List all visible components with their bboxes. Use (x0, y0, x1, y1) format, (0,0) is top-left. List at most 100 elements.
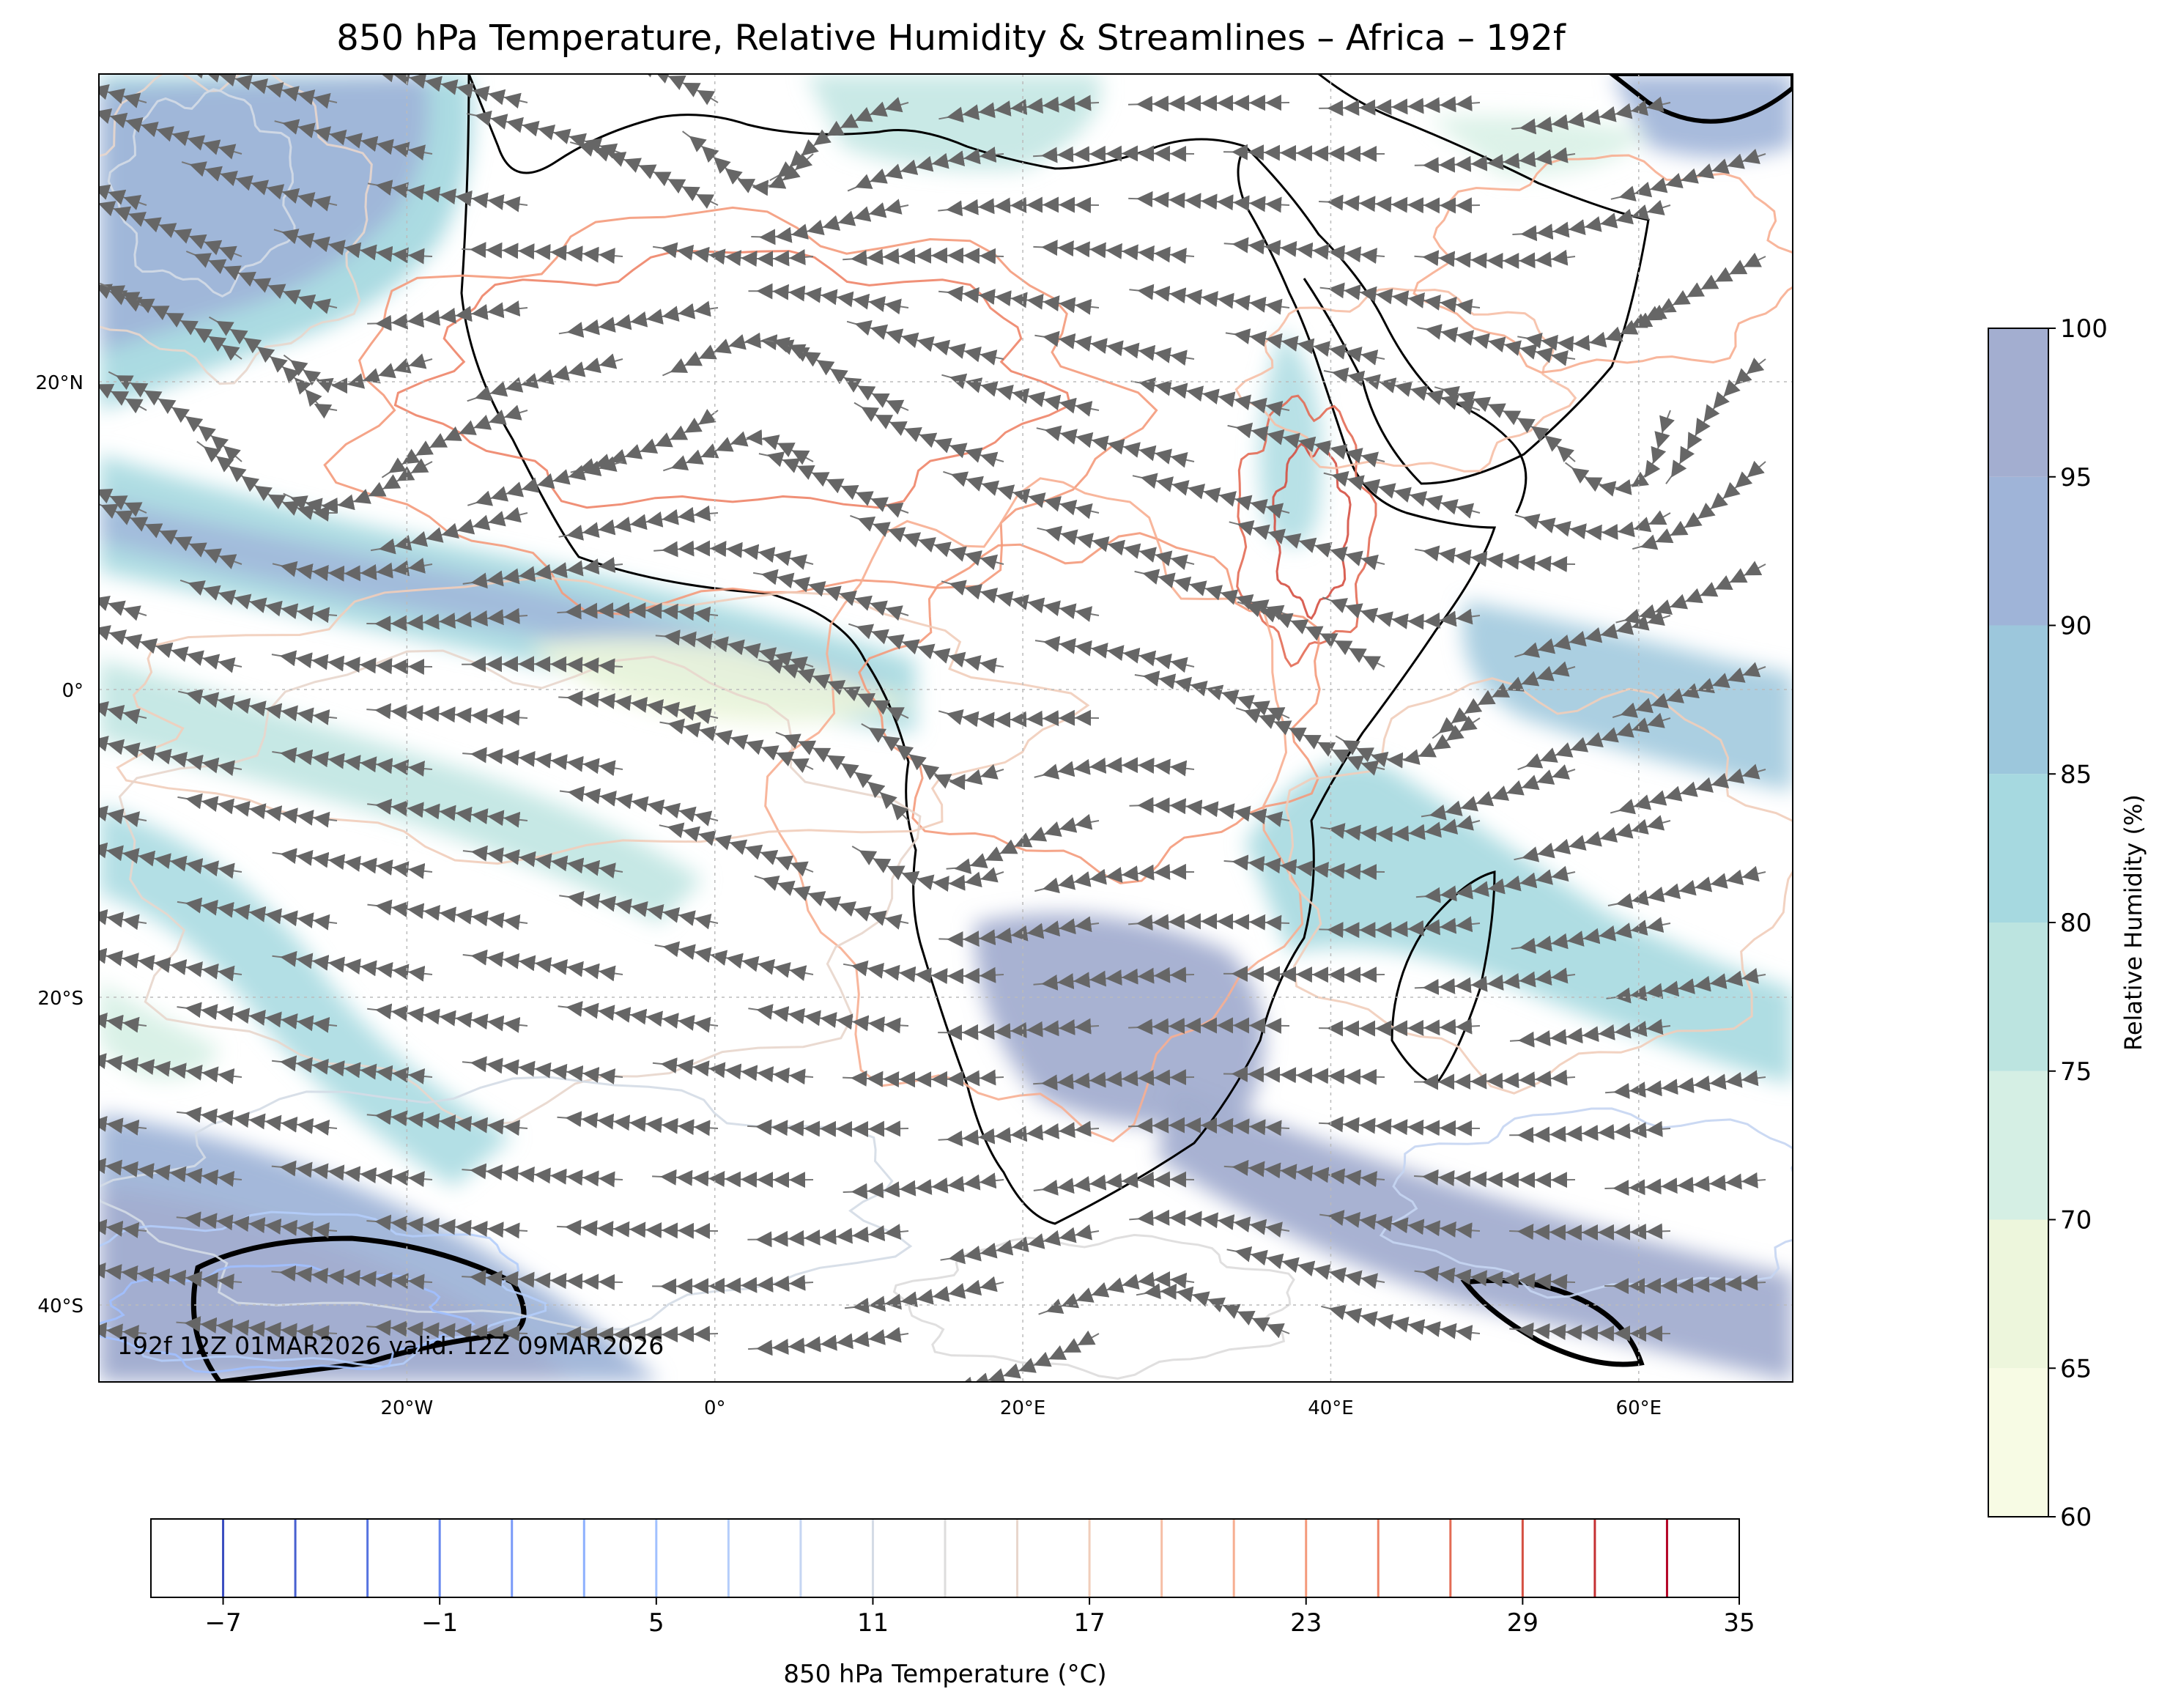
streamline (843, 1069, 1004, 1088)
rh-color-band (1988, 1071, 2048, 1220)
chart-title: 850 hPa Temperature, Relative Humidity &… (336, 18, 1566, 59)
streamline (188, 74, 338, 109)
streamline (1414, 1169, 1576, 1188)
streamline (462, 1269, 623, 1290)
streamline (1415, 865, 1576, 903)
streamline (185, 251, 338, 314)
rh-color-band (1988, 476, 2048, 626)
temp-tick-label: 23 (1290, 1608, 1322, 1638)
streamline (1415, 545, 1576, 572)
latitude-label: 20°S (37, 988, 84, 1010)
streamline (273, 229, 433, 265)
rh-tick-label: 80 (2060, 909, 2092, 938)
rh-color-band (1988, 923, 2048, 1071)
streamline (1225, 328, 1385, 366)
streamline (99, 1209, 147, 1238)
streamline (1512, 199, 1671, 242)
streamline (366, 607, 528, 632)
streamline (748, 1004, 909, 1034)
streamline (557, 1111, 719, 1136)
streamline (848, 623, 1004, 674)
streamline (1127, 95, 1290, 112)
streamline (938, 95, 1100, 123)
latitude-label: 0° (62, 680, 84, 702)
streamline (366, 703, 528, 726)
streamline (1564, 410, 1675, 497)
streamline (843, 247, 1004, 267)
streamline (1319, 1018, 1481, 1037)
streamline (1223, 854, 1385, 881)
streamline (467, 456, 623, 506)
streamline (1319, 916, 1481, 939)
temp-tick-label: 17 (1073, 1608, 1105, 1638)
streamlines (99, 74, 1766, 1382)
streamline (99, 155, 147, 210)
streamline (1414, 1069, 1576, 1090)
streamline (558, 690, 719, 725)
streamline (938, 1018, 1100, 1041)
streamline (1606, 968, 1766, 1004)
streamline (177, 1002, 338, 1033)
temp-colorbar-label: 850 hPa Temperature (°C) (783, 1660, 1106, 1689)
streamline (366, 1214, 528, 1239)
streamline (843, 960, 1004, 985)
streamline (271, 1265, 433, 1290)
streamline (846, 319, 1004, 366)
streamline (377, 74, 528, 109)
streamline (99, 1313, 147, 1342)
streamline (366, 1320, 528, 1342)
rh-tick-label: 95 (2060, 463, 2092, 492)
streamline (1033, 1069, 1195, 1091)
streamline (370, 506, 528, 555)
streamline (558, 505, 719, 541)
streamline (1414, 967, 1576, 996)
streamline (272, 558, 433, 582)
streamline (1033, 240, 1195, 265)
streamline (462, 242, 623, 265)
temperature-colorbar: −7 −1 5 11 17 23 29 35 850 hPa Temperature (°C) (150, 1518, 1755, 1689)
streamline (758, 658, 909, 722)
streamline (556, 1326, 719, 1343)
streamline (1223, 965, 1385, 983)
streamline (1417, 324, 1576, 366)
streamline (177, 897, 338, 931)
streamline (1223, 1159, 1385, 1188)
streamline (99, 1158, 242, 1187)
rh-color-band (1988, 625, 2048, 774)
streamline (938, 709, 1100, 728)
streamline (843, 1172, 1004, 1199)
streamline (1128, 191, 1290, 213)
rh-tick-label: 70 (2060, 1206, 2092, 1235)
streamline (1128, 913, 1290, 931)
streamline (1132, 473, 1290, 519)
valid-time-annotation: 192f 12Z 01MAR2026 valid: 12Z 09MAR2026 (117, 1331, 664, 1360)
streamline (752, 569, 909, 621)
streamline (1612, 662, 1766, 719)
rh-tick-label: 85 (2060, 760, 2092, 789)
streamline (1414, 147, 1576, 174)
streamline (99, 566, 147, 621)
streamline (1134, 670, 1290, 722)
streamline (1128, 1117, 1290, 1136)
streamline (1434, 385, 1576, 463)
streamline (1509, 1223, 1671, 1241)
streamline (1511, 917, 1671, 954)
streamline (758, 451, 909, 518)
streamline (367, 180, 528, 212)
streamline (659, 822, 814, 877)
streamline (751, 199, 909, 245)
streamline (367, 899, 528, 931)
streamline (1607, 865, 1766, 909)
streamline (559, 890, 719, 930)
streamline (367, 1003, 528, 1033)
streamline (1319, 1116, 1481, 1136)
streamline (99, 947, 242, 982)
streamline (1237, 601, 1385, 671)
streamline (748, 283, 909, 315)
streamline (1604, 1274, 1766, 1295)
streamline (1509, 1018, 1671, 1048)
streamline (196, 440, 337, 522)
streamline (1323, 470, 1481, 519)
streamline (181, 161, 338, 212)
